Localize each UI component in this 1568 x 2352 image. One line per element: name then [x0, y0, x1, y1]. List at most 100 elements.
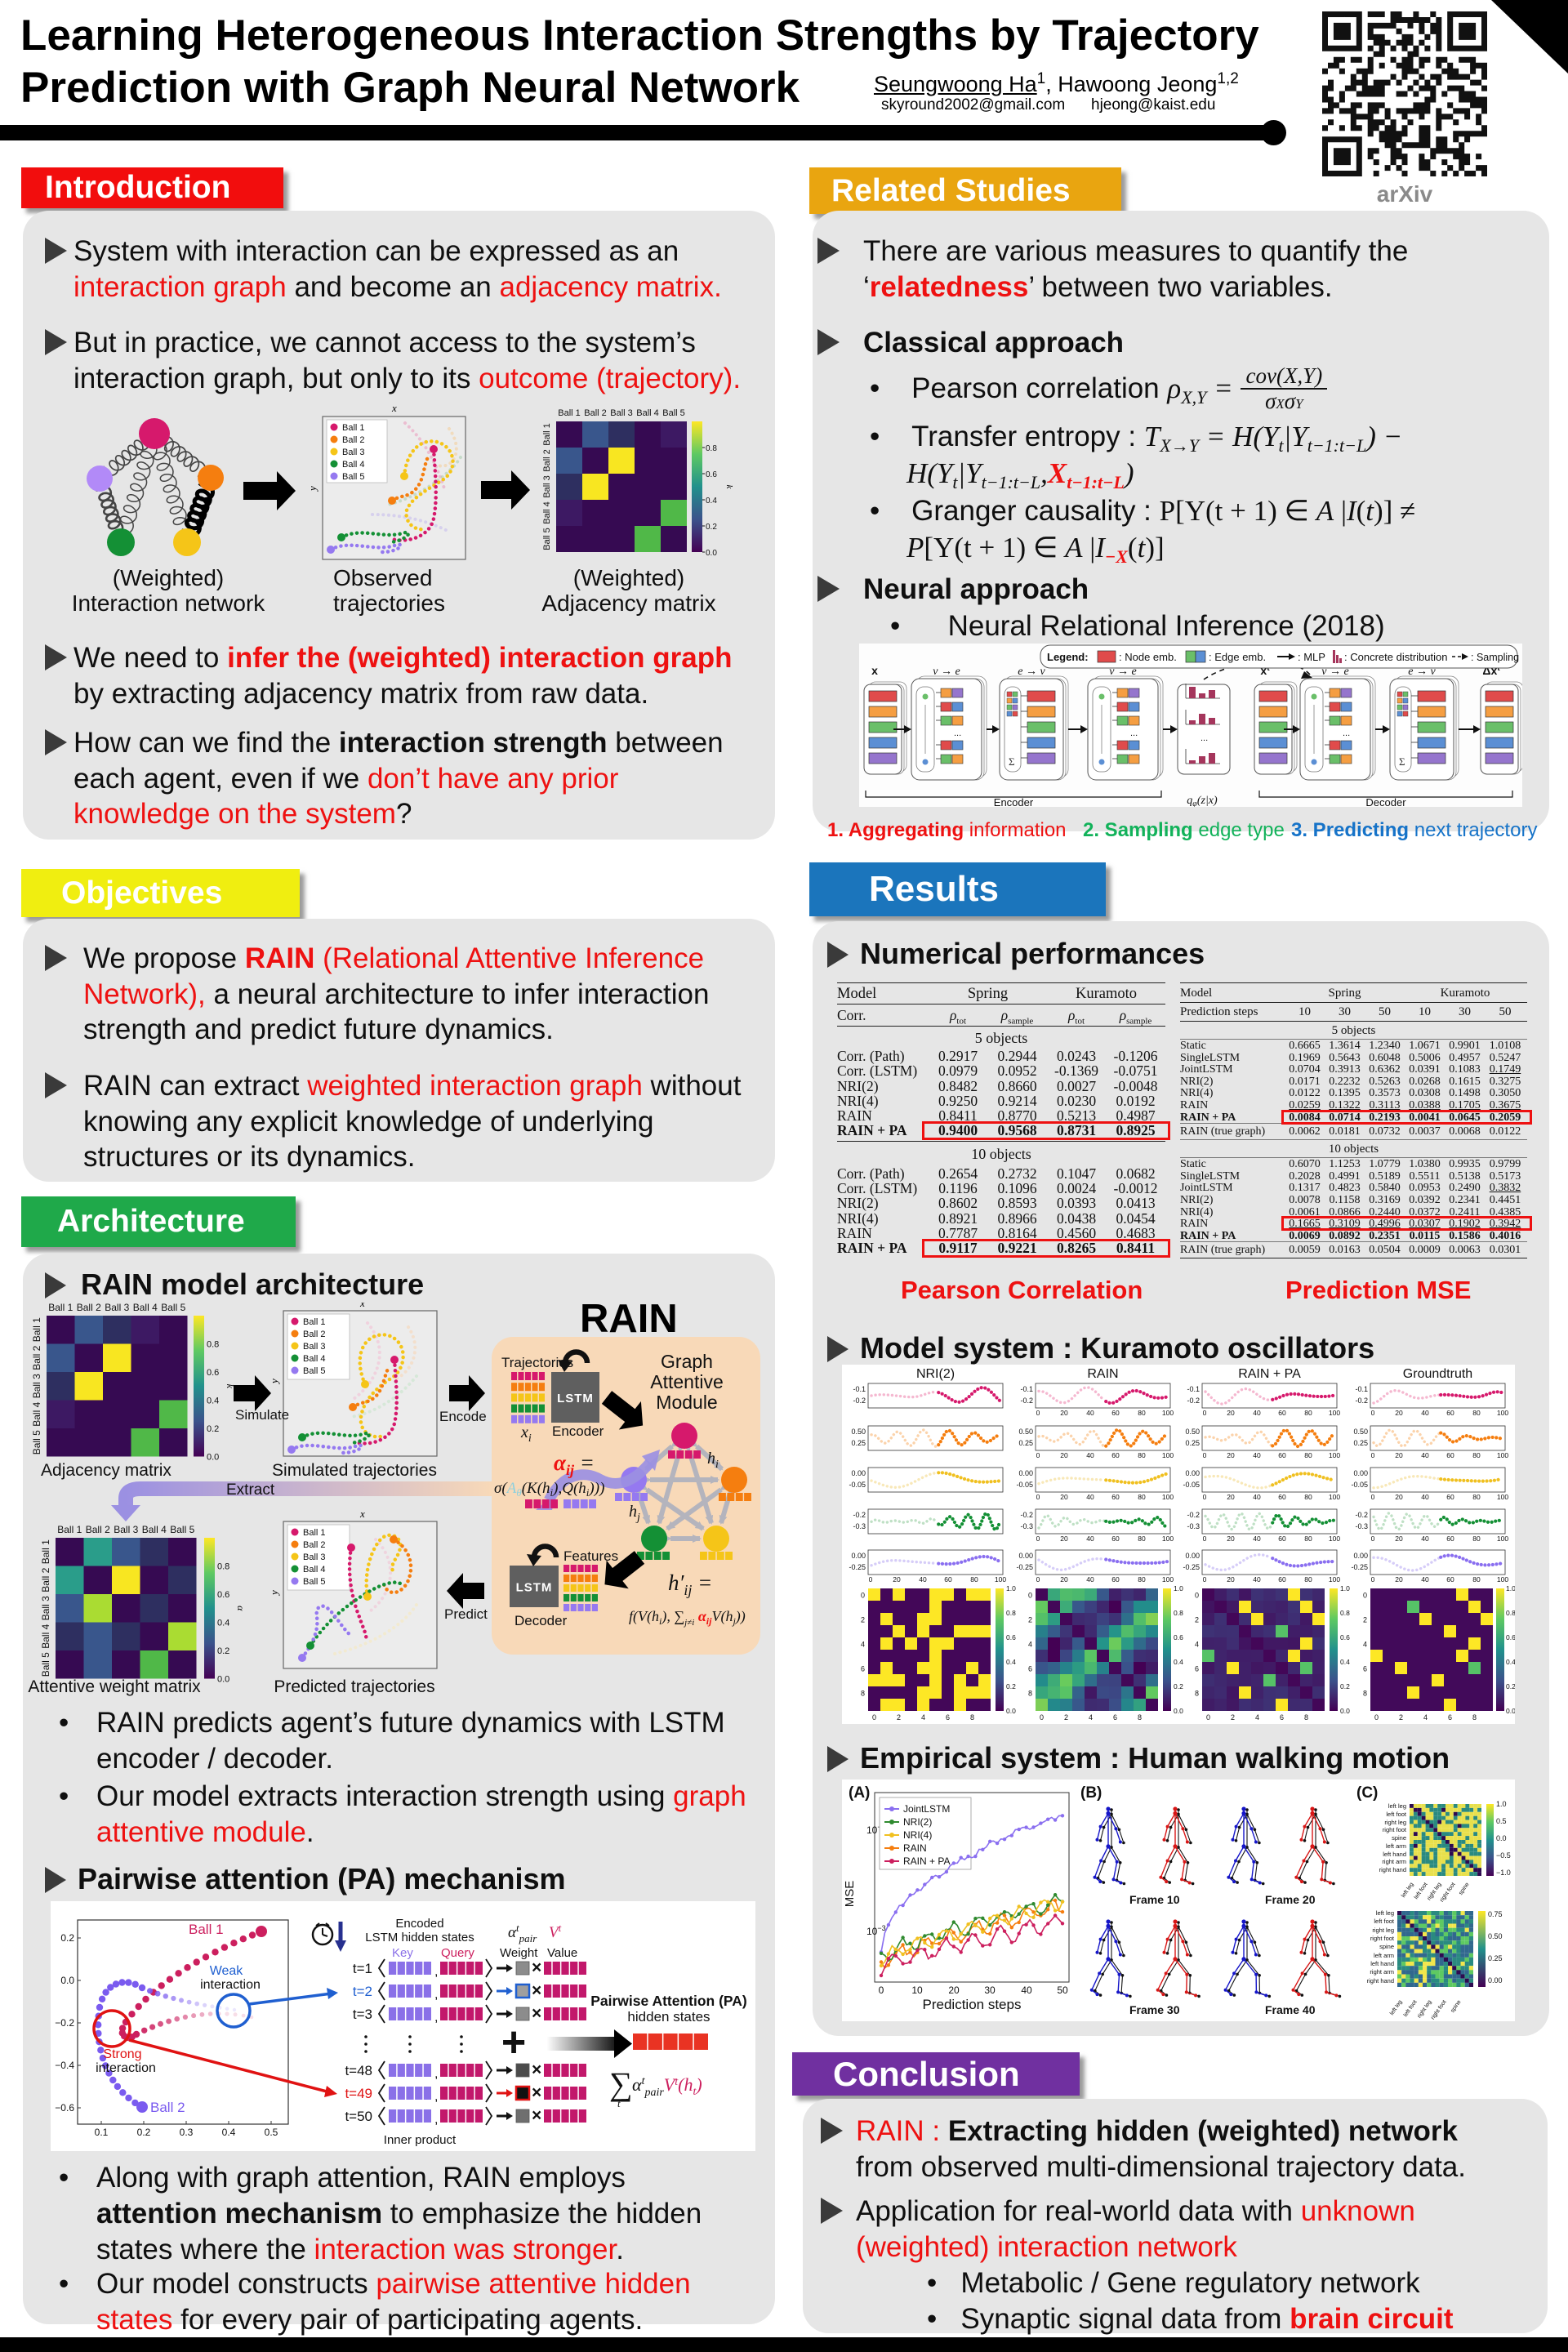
svg-text:8: 8	[1195, 1689, 1199, 1697]
svg-text:(C): (C)	[1356, 1784, 1378, 1802]
svg-text:8: 8	[1304, 1713, 1308, 1722]
svg-text:: MLP: : MLP	[1298, 651, 1325, 663]
svg-text:Ball 4: Ball 4	[303, 1565, 326, 1575]
svg-text:0.0: 0.0	[1506, 1707, 1515, 1715]
svg-text:4: 4	[1195, 1640, 1199, 1648]
svg-text:left foot: left foot	[1386, 1811, 1407, 1818]
svg-text:0.50: 0.50	[1488, 1932, 1503, 1940]
svg-text:Features: Features	[564, 1548, 618, 1564]
svg-text:100: 100	[1162, 1493, 1174, 1501]
svg-text:Frame 10: Frame 10	[1129, 1893, 1180, 1906]
svg-text:0: 0	[1036, 1535, 1040, 1543]
svg-text:Weak: Weak	[210, 1964, 244, 1978]
svg-text:0: 0	[1203, 1575, 1207, 1584]
svg-text:0.0: 0.0	[706, 549, 717, 558]
svg-text:40: 40	[1253, 1409, 1261, 1417]
svg-text:0.8: 0.8	[1506, 1609, 1515, 1617]
svg-text:80: 80	[1304, 1575, 1312, 1584]
svg-text:0.0: 0.0	[1174, 1707, 1183, 1715]
svg-text:right foot: right foot	[1383, 1826, 1407, 1833]
svg-text:Encoded: Encoded	[395, 1917, 443, 1931]
svg-text:40: 40	[1253, 1451, 1261, 1459]
svg-text:Adjacency matrix: Adjacency matrix	[41, 1461, 172, 1480]
svg-text:...: ...	[954, 728, 961, 738]
svg-text:6: 6	[1113, 1713, 1117, 1722]
svg-text:40: 40	[1086, 1575, 1094, 1584]
svg-text:80: 80	[1138, 1493, 1146, 1501]
svg-text:left arm: left arm	[1386, 1842, 1406, 1850]
svg-text:100: 100	[1162, 1451, 1174, 1459]
svg-text:×: ×	[532, 1958, 541, 1977]
svg-text:0.25: 0.25	[1488, 1954, 1503, 1962]
svg-text:left leg: left leg	[1388, 1802, 1406, 1810]
svg-text:20: 20	[1060, 1409, 1068, 1417]
svg-text:0.4: 0.4	[1174, 1658, 1183, 1666]
svg-text:Legend:: Legend:	[1047, 651, 1089, 663]
svg-text:6: 6	[1028, 1664, 1032, 1673]
svg-text:Extract: Extract	[226, 1481, 275, 1499]
svg-text:Σ: Σ	[1399, 755, 1405, 768]
svg-text:×: ×	[532, 2004, 541, 2023]
svg-text:LSTM: LSTM	[516, 1581, 553, 1595]
svg-text:40: 40	[1086, 1535, 1094, 1543]
svg-text:,: ,	[434, 1965, 438, 1979]
svg-text:Ball 2: Ball 2	[31, 1345, 42, 1370]
svg-text:Strong: Strong	[103, 2047, 141, 2061]
svg-text:right leg: right leg	[1384, 1819, 1406, 1826]
svg-text:40: 40	[1021, 1984, 1032, 1996]
svg-text:0: 0	[1036, 1409, 1040, 1417]
svg-text:0.00: 0.00	[1018, 1552, 1033, 1560]
svg-text:right foot: right foot	[1370, 1935, 1395, 1942]
svg-text:Ball 1: Ball 1	[342, 423, 365, 433]
svg-text:100: 100	[1329, 1409, 1340, 1417]
svg-text:-0.3: -0.3	[1187, 1522, 1200, 1530]
svg-text:0.8: 0.8	[1340, 1609, 1350, 1617]
svg-text:8: 8	[861, 1689, 865, 1697]
svg-text:60: 60	[1446, 1451, 1454, 1459]
svg-text:8: 8	[1138, 1713, 1142, 1722]
svg-text:Ball 1: Ball 1	[542, 423, 552, 446]
svg-text:40: 40	[1421, 1493, 1429, 1501]
svg-text:0.6: 0.6	[1174, 1633, 1183, 1642]
svg-text:LSTM hidden states: LSTM hidden states	[365, 1931, 474, 1944]
svg-text:20: 20	[1395, 1451, 1403, 1459]
svg-text:e → v: e → v	[1018, 666, 1045, 678]
svg-text:40: 40	[1421, 1575, 1429, 1584]
svg-text:6: 6	[1195, 1664, 1199, 1673]
svg-text:0.25: 0.25	[1018, 1439, 1033, 1447]
svg-text:Ball 1: Ball 1	[303, 1528, 326, 1538]
svg-text:20: 20	[1395, 1575, 1403, 1584]
svg-text:Ball 4: Ball 4	[40, 1624, 51, 1648]
svg-text:NRI(2): NRI(2)	[916, 1367, 955, 1381]
svg-text:Predicted trajectories: Predicted trajectories	[274, 1677, 434, 1696]
svg-text:100: 100	[1329, 1493, 1340, 1501]
svg-text:4: 4	[921, 1713, 925, 1722]
svg-text:×: ×	[532, 2106, 541, 2125]
svg-text:0.2: 0.2	[137, 2127, 151, 2138]
svg-text:0.00: 0.00	[1185, 1552, 1200, 1560]
svg-text:0.0: 0.0	[207, 1453, 219, 1463]
svg-text:Trajectories: Trajectories	[501, 1355, 573, 1370]
svg-text:0.6: 0.6	[217, 1590, 229, 1600]
svg-text:v → e: v → e	[933, 666, 960, 678]
svg-text:left foot: left foot	[1374, 1918, 1395, 1925]
svg-text:-0.3: -0.3	[1020, 1522, 1033, 1530]
svg-text:LSTM: LSTM	[557, 1392, 594, 1405]
svg-text:30: 30	[984, 1984, 996, 1996]
svg-text:0.2: 0.2	[60, 1932, 74, 1944]
svg-text:80: 80	[1472, 1575, 1481, 1584]
svg-text:-0.25: -0.25	[1351, 1563, 1368, 1571]
svg-text:v → e: v → e	[1109, 666, 1136, 678]
svg-text:0: 0	[1195, 1591, 1199, 1599]
svg-text:4: 4	[1028, 1640, 1032, 1648]
svg-text:αij =: αij =	[554, 1450, 595, 1478]
svg-text:20: 20	[1395, 1535, 1403, 1543]
svg-text:0.4: 0.4	[222, 2127, 236, 2138]
svg-text:left hand: left hand	[1370, 1960, 1394, 1967]
svg-text:80: 80	[1472, 1409, 1481, 1417]
svg-text:0.75: 0.75	[1488, 1910, 1503, 1918]
svg-text:80: 80	[970, 1575, 978, 1584]
svg-text:Encoder: Encoder	[552, 1423, 604, 1439]
svg-text:0.6: 0.6	[1506, 1633, 1515, 1642]
svg-text:t=50: t=50	[345, 2109, 372, 2124]
